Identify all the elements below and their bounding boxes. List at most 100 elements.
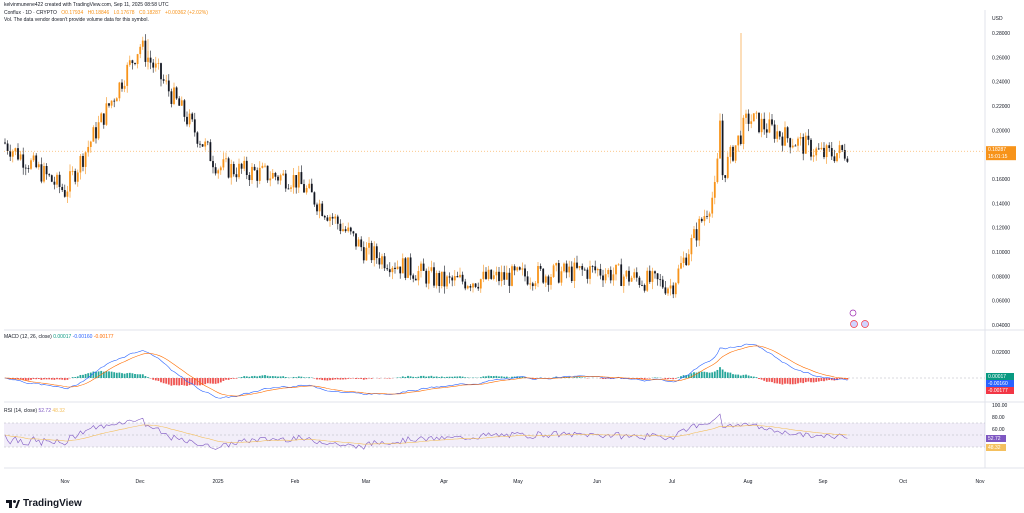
macd-histogram-bar	[479, 377, 482, 378]
candle-body	[303, 184, 305, 193]
candle-body	[209, 142, 212, 162]
macd-histogram-bar	[313, 378, 316, 379]
macd-histogram-bar	[53, 378, 56, 380]
last-price-countdown: 15:01:15	[988, 154, 1008, 160]
candle-body	[409, 257, 412, 276]
candle-body	[214, 167, 217, 174]
macd-histogram-bar	[71, 377, 74, 378]
candle-body	[334, 216, 337, 219]
candle-body	[292, 175, 295, 188]
candle-body	[485, 271, 487, 279]
time-tick: Apr	[440, 479, 448, 485]
macd-histogram-bar	[232, 378, 235, 379]
candle-body	[131, 60, 134, 64]
macd-histogram-bar	[737, 374, 740, 378]
macd-histogram-bar	[638, 378, 641, 379]
candle-body	[318, 203, 321, 212]
candle-body	[11, 151, 14, 157]
candle-body	[474, 283, 477, 287]
macd-histogram-bar	[713, 371, 716, 378]
candle-body	[386, 268, 389, 270]
candle-body	[227, 158, 230, 178]
candle-body	[695, 229, 698, 241]
macd-histogram-bar	[323, 378, 326, 381]
tradingview-brand[interactable]: TradingView	[6, 498, 82, 509]
candle-body	[615, 264, 617, 275]
macd-histogram-bar	[253, 375, 256, 378]
macd-histogram-bar	[791, 378, 794, 385]
candle-body	[521, 268, 524, 270]
price-tick: 0.26000	[992, 55, 1010, 61]
macd-histogram-bar	[742, 374, 745, 378]
macd-histogram-bar	[157, 378, 160, 381]
candle-body	[555, 263, 558, 266]
macd-histogram-bar	[846, 378, 849, 380]
macd-histogram-bar	[97, 371, 100, 378]
candle-body	[810, 139, 812, 157]
candle-body	[383, 256, 386, 269]
macd-histogram-bar	[45, 378, 48, 380]
candle-body	[251, 166, 253, 181]
candle-body	[115, 98, 118, 102]
macd-histogram-bar	[121, 373, 123, 378]
symbol-label[interactable]: Conflux · 1D · CRYPTO	[4, 10, 57, 16]
time-tick: Mar	[362, 479, 371, 485]
candle-body	[331, 216, 334, 219]
macd-histogram-bar	[388, 378, 391, 379]
candle-body	[529, 283, 532, 285]
candle-body	[404, 258, 407, 278]
rsi-title[interactable]: RSI (14, close)	[4, 408, 38, 414]
macd-histogram-bar	[781, 378, 784, 385]
macd-histogram-bar	[396, 377, 399, 378]
macd-histogram-bar	[282, 376, 285, 378]
macd-histogram-bar	[370, 378, 373, 379]
candle-body	[110, 100, 113, 106]
candle-body	[469, 286, 472, 288]
macd-histogram-bar	[810, 378, 812, 383]
macd-histogram-bar	[173, 378, 175, 386]
candle-body	[789, 138, 792, 148]
candle-body	[477, 286, 480, 289]
macd-histogram-bar	[799, 378, 802, 383]
candle-body	[84, 152, 87, 167]
macd-histogram-bar	[789, 378, 792, 385]
candle-body	[438, 273, 441, 287]
candle-body	[173, 87, 175, 104]
macd-histogram-bar	[355, 378, 357, 380]
macd-title[interactable]: MACD (12, 26, close)	[4, 334, 52, 340]
rsi-badge-text: 48.32	[988, 445, 1001, 451]
macd-histogram-bar	[448, 376, 451, 378]
candle-body	[4, 142, 6, 144]
candle-body	[355, 233, 357, 247]
macd-histogram-bar	[430, 375, 433, 378]
macd-histogram-bar	[427, 376, 430, 378]
candle-body	[43, 166, 45, 182]
macd-histogram-bar	[830, 378, 833, 381]
candle-body	[542, 268, 545, 283]
macd-histogram-bar	[118, 372, 121, 378]
candle-body	[830, 148, 833, 157]
candle-body	[222, 159, 225, 168]
candle-body	[230, 164, 233, 178]
candle-body	[732, 146, 734, 161]
candle-body	[799, 136, 802, 139]
candle-body	[162, 79, 165, 81]
price-tick: 0.08000	[992, 274, 1010, 280]
macd-histogram-bar	[248, 376, 251, 378]
macd-histogram-bar	[199, 378, 201, 386]
macd-signal-line	[4, 345, 848, 397]
candle-body	[721, 120, 724, 176]
macd-histogram-bar	[399, 377, 402, 378]
macd-histogram-bar	[747, 375, 750, 378]
macd-histogram-bar	[152, 378, 155, 380]
macd-histogram-bar	[648, 378, 651, 379]
candle-body	[412, 275, 415, 279]
candle-body	[399, 266, 402, 274]
candle-body	[656, 273, 659, 280]
candle-body	[297, 172, 300, 188]
candle-body	[526, 276, 529, 285]
candle-body	[396, 266, 399, 270]
macd-histogram-bar	[316, 378, 318, 380]
candle-body	[329, 216, 331, 221]
